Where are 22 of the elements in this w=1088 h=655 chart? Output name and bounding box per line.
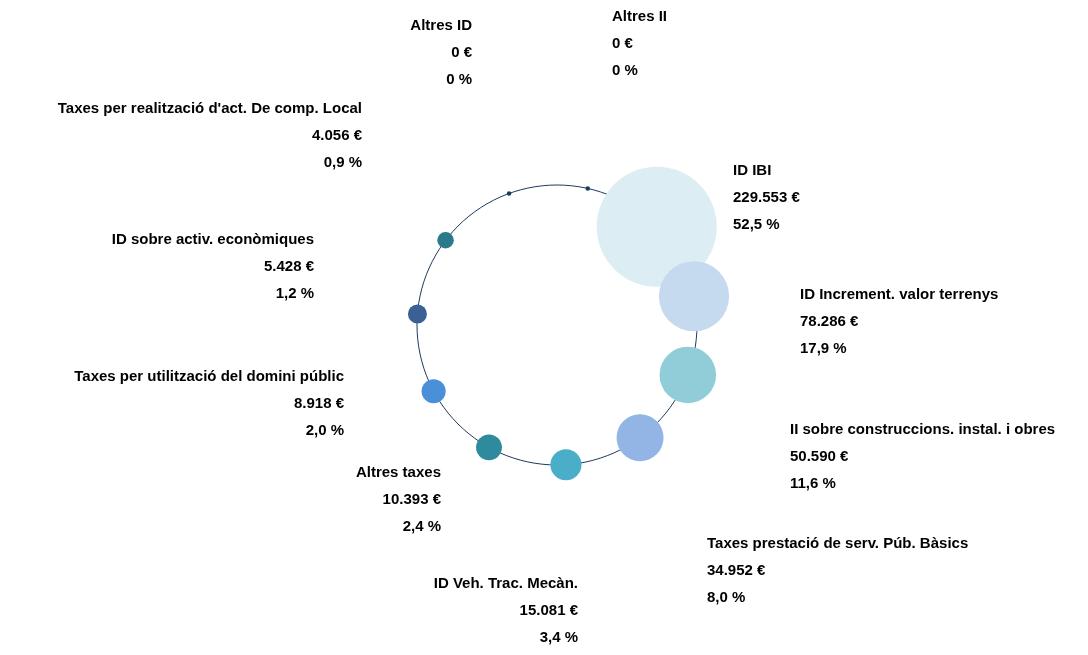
category-label: Taxes prestació de serv. Púb. Bàsics [707, 534, 969, 551]
category-label: Altres taxes [355, 463, 441, 480]
data-label: 50.590 € 11,6 % [790, 447, 850, 491]
category-label: ID Veh. Trac. Mecàn. [433, 574, 578, 591]
data-label: 34.952 € 8,0 % [707, 561, 767, 605]
data-label: 5.428 € 1,2 % [263, 257, 315, 301]
category-label: ID Increment. valor terrenys [800, 285, 999, 302]
data-label: 0 € 0 % [446, 43, 473, 87]
data-label: 15.081 € 3,4 % [519, 601, 579, 645]
category-label: ID IBI [733, 161, 772, 178]
data-label: 8.918 € 2,0 % [293, 394, 345, 438]
data-label: 78.286 € 17,9 % [800, 312, 860, 356]
category-label: ID sobre activ. econòmiques [111, 230, 314, 247]
category-label: Altres ID [410, 16, 473, 33]
data-label: 10.393 € 2,4 % [382, 490, 442, 534]
category-label: II sobre construccions. instal. i obres [790, 420, 1056, 437]
category-label: Altres II [612, 7, 668, 24]
data-label: 229.553 € 52,5 % [733, 188, 801, 232]
category-label: Taxes per realització d'act. De comp. Local [57, 99, 362, 116]
category-label: Taxes per utilització del domini públic [74, 367, 344, 384]
data-label: 0 € 0 % [612, 34, 638, 78]
data-label: 4.056 € 0,9 % [311, 126, 363, 170]
